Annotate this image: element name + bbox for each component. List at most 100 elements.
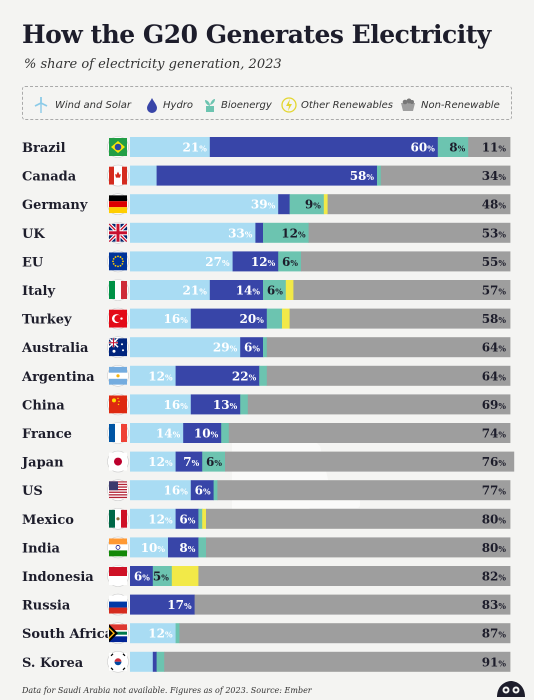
- bar-segment-nonrenewable: [179, 623, 511, 644]
- footnote: Data for Saudi Arabia not available. Fig…: [22, 686, 312, 695]
- value-label: 14%: [156, 427, 181, 441]
- bar-segment-hydro: [175, 365, 260, 386]
- value-label: 27%: [205, 255, 230, 269]
- bar-segment-nonrenewable: [468, 137, 511, 157]
- bar-row: Argentina 12% 22% 64%: [21, 365, 511, 387]
- value-label: 58%: [482, 312, 507, 326]
- bar-segment-wind-solar: [130, 251, 233, 272]
- flag-us-icon: [107, 479, 129, 502]
- value-label: 10%: [194, 427, 219, 441]
- country-label: India: [22, 541, 61, 556]
- bar-segment-hydro: [152, 651, 157, 672]
- value-label: 74%: [482, 427, 507, 441]
- bar-segment-wind-solar: [130, 480, 192, 501]
- bar-segment-nonrenewable: [217, 480, 511, 501]
- bar-segment-bioenergy: [259, 365, 268, 386]
- bar-row: Indonesia 6% 5% 82%: [22, 565, 511, 587]
- coal-icon: [401, 98, 415, 111]
- legend-label-hydro: Hydro: [163, 99, 194, 111]
- bar-segment-hydro: [175, 451, 203, 472]
- bar-segment-hydro: [278, 194, 290, 215]
- bar-segment-nonrenewable: [247, 394, 511, 415]
- legend-item-nonrenewable: Non-Renewable: [399, 97, 500, 113]
- value-label: 8%: [179, 541, 195, 555]
- bar-segment-bioenergy: [240, 394, 249, 415]
- bar-segment-wind-solar: [130, 165, 157, 186]
- value-label: 22%: [232, 369, 257, 383]
- bar-row: China 16% 13% 69%: [22, 393, 511, 416]
- bar-segment-hydro: [190, 308, 268, 329]
- flag-italy-icon: [107, 279, 129, 301]
- bar-segment-nonrenewable: [301, 251, 511, 272]
- legend-item-other: Other Renewables: [281, 97, 393, 113]
- bar-row: South Africa 12% 87%: [22, 622, 511, 645]
- country-label: Italy: [22, 284, 55, 299]
- bar-segment-other: [285, 280, 294, 300]
- chart-subtitle: % share of electricity generation, 2023: [24, 57, 282, 72]
- bar-segment-bioenergy: [202, 451, 226, 472]
- bar-row: Germany 39% 9% 48%: [22, 193, 511, 215]
- bar-segment-bioenergy: [266, 308, 283, 329]
- bar-segment-hydro: [190, 480, 214, 501]
- country-label: Russia: [22, 599, 71, 614]
- bar-segment-hydro: [130, 566, 154, 586]
- bar-row: S. Korea 91%: [22, 650, 511, 673]
- bar-segment-hydro: [130, 594, 195, 615]
- value-label: 76%: [482, 455, 507, 469]
- country-label: Canada: [22, 170, 77, 185]
- bar-segment-wind-solar: [130, 222, 256, 243]
- legend-item-wind-solar: Wind and Solar: [31, 97, 131, 113]
- bar-segment-wind-solar: [130, 137, 211, 157]
- country-label: Indonesia: [22, 570, 94, 585]
- bar-row: Italy 21% 14% 6% 57%: [22, 279, 511, 301]
- country-label: Turkey: [22, 313, 72, 328]
- bar-segment-nonrenewable: [198, 566, 511, 586]
- value-label: 20%: [239, 312, 264, 326]
- flag-china-icon: [107, 393, 129, 416]
- bar-segment-nonrenewable: [289, 308, 511, 329]
- country-label: France: [22, 427, 72, 442]
- value-label: 64%: [482, 341, 507, 355]
- value-label: 69%: [482, 398, 507, 412]
- bar-segment-bioenergy: [156, 651, 165, 672]
- value-label: 12%: [148, 512, 173, 526]
- legend-label-wind-solar: Wind and Solar: [55, 99, 132, 111]
- plant-icon: [205, 99, 215, 112]
- value-label: 17%: [167, 598, 192, 612]
- bar-segment-hydro: [183, 423, 222, 443]
- bar-row: Russia 17% 83%: [22, 593, 511, 616]
- flag-eu-icon: [107, 250, 129, 273]
- value-label: 39%: [251, 198, 276, 212]
- bar-segment-bioenergy: [263, 222, 309, 243]
- legend-item-bioenergy: Bioenergy: [203, 97, 272, 113]
- bar-segment-wind-solar: [130, 280, 211, 300]
- stacked-bar-chart: Brazil 21% 60% 8% 11% Canada 58% 34% Germany 39% 9…: [21, 136, 515, 673]
- value-label: 14%: [236, 284, 261, 298]
- flag-south-korea-icon: [107, 650, 129, 673]
- bar-segment-nonrenewable: [228, 423, 511, 443]
- bar-row: EU 27% 12% 6% 55%: [22, 250, 511, 273]
- bar-segment-wind-solar: [130, 194, 279, 215]
- value-label: 6%: [244, 341, 260, 355]
- flag-brazil-icon: [107, 136, 129, 158]
- value-label: 33%: [228, 226, 253, 240]
- value-label: 6%: [267, 284, 283, 298]
- value-label: 12%: [148, 455, 173, 469]
- bar-segment-wind-solar: [130, 623, 176, 644]
- bar-segment-nonrenewable: [266, 365, 511, 386]
- value-label: 10%: [141, 541, 166, 555]
- value-label: 77%: [482, 484, 507, 498]
- flag-indonesia-icon: [107, 565, 129, 587]
- bar-segment-wind-solar: [130, 308, 192, 329]
- bar-segment-bioenergy: [213, 480, 218, 501]
- flag-australia-icon: [107, 336, 129, 358]
- value-label: 12%: [148, 627, 173, 641]
- value-label: 6%: [206, 455, 222, 469]
- bar-segment-wind-solar: [130, 651, 154, 672]
- bar-row: India 10% 8% 80%: [22, 536, 511, 559]
- bar-row: Turkey 16% 20% 58%: [22, 307, 511, 330]
- bar-segment-nonrenewable: [206, 537, 511, 558]
- value-label: 9%: [305, 198, 321, 212]
- value-label: 58%: [350, 169, 375, 183]
- bar-segment-bioenergy: [263, 280, 287, 300]
